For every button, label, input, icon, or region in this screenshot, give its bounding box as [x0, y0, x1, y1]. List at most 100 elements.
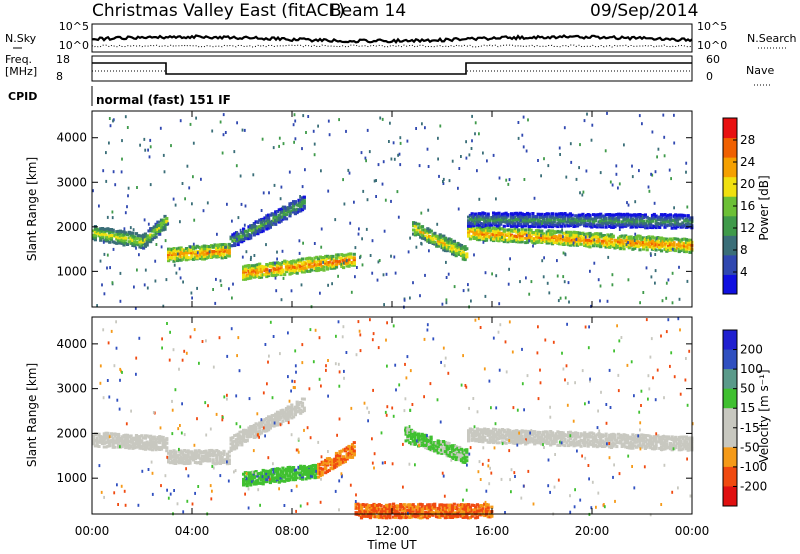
velocity-cell	[438, 448, 442, 451]
power-cell	[347, 258, 351, 262]
velocity-cell	[415, 514, 419, 518]
velocity-cell	[261, 480, 265, 484]
power-scatter-cell	[149, 138, 152, 142]
velocity-cell	[618, 433, 622, 437]
y-tick-label: 3000	[56, 175, 87, 189]
power-scatter-cell	[188, 186, 191, 190]
velocity-cell	[275, 417, 280, 421]
velocity-cell	[218, 462, 222, 465]
power-cell	[129, 241, 133, 245]
velocity-cell	[484, 438, 489, 442]
power-cell	[475, 226, 480, 229]
power-cell	[474, 228, 478, 232]
power-cell	[604, 236, 608, 239]
power-cell	[345, 261, 349, 265]
power-cell	[174, 253, 178, 256]
power-scatter-cell	[678, 297, 681, 301]
power-cell	[468, 226, 472, 230]
power-cell	[236, 243, 240, 247]
power-cell	[172, 249, 176, 253]
power-cell	[145, 243, 149, 247]
velocity-cell	[477, 428, 481, 432]
velocity-cell	[243, 471, 247, 475]
power-cell	[459, 244, 464, 247]
velocity-cell	[497, 437, 501, 441]
power-cell	[570, 217, 574, 221]
power-cell	[531, 238, 535, 242]
velocity-cell	[540, 436, 544, 440]
velocity-cell	[602, 440, 606, 444]
power-scatter-cell	[309, 269, 312, 273]
velocity-cell	[234, 441, 239, 445]
power-cell	[508, 218, 512, 222]
velocity-cell	[247, 428, 251, 432]
velocity-cell	[625, 434, 630, 438]
velocity-cell	[338, 450, 342, 454]
power-scatter-cell	[562, 235, 564, 239]
velocity-cell	[388, 513, 392, 517]
power-cell	[320, 267, 324, 271]
velocity-cell	[263, 469, 267, 473]
power-cell	[629, 243, 633, 247]
power-cell	[638, 241, 642, 245]
power-cell	[674, 237, 678, 241]
velocity-cell	[568, 437, 572, 440]
power-cell	[242, 227, 246, 231]
velocity-cell	[422, 442, 426, 446]
velocity-cell	[538, 435, 542, 439]
power-cell	[293, 260, 297, 264]
power-scatter-cell	[527, 118, 529, 122]
power-cell	[274, 212, 278, 216]
velocity-cell	[463, 511, 467, 515]
power-cell	[579, 242, 583, 246]
velocity-cell	[631, 442, 635, 446]
power-scatter-cell	[540, 174, 542, 178]
power-cell	[488, 219, 492, 222]
power-cell	[567, 230, 571, 234]
power-cell	[531, 214, 535, 218]
power-scatter-cell	[127, 194, 129, 198]
power-cell	[250, 266, 255, 270]
velocity-cell	[315, 464, 319, 468]
power-cell	[186, 256, 190, 260]
velocity-cell	[604, 434, 608, 438]
power-cell	[467, 215, 471, 219]
power-cell	[231, 233, 235, 237]
velocity-cell	[393, 508, 397, 512]
power-cell	[615, 223, 619, 227]
velocity-cell	[467, 509, 471, 512]
velocity-cell	[552, 440, 556, 444]
velocity-cell	[475, 432, 480, 436]
velocity-cell	[322, 467, 326, 471]
velocity-cell	[442, 440, 446, 443]
power-scatter-cell	[175, 271, 178, 275]
power-cell	[134, 240, 139, 244]
power-cell	[258, 230, 262, 234]
power-cell	[484, 214, 489, 218]
power-cell	[213, 253, 217, 257]
power-cell	[579, 221, 583, 225]
power-cell	[245, 230, 249, 234]
velocity-cell	[397, 504, 401, 508]
velocity-cell	[108, 443, 112, 447]
power-cell	[261, 273, 265, 277]
velocity-cell	[474, 437, 478, 441]
velocity-cell	[586, 438, 590, 442]
power-cell	[509, 228, 514, 232]
velocity-cell	[574, 443, 578, 447]
power-scatter-cell	[231, 296, 233, 300]
velocity-cell	[452, 511, 456, 515]
power-scatter-cell	[573, 221, 576, 225]
velocity-cell	[213, 462, 217, 466]
velocity-cell	[604, 444, 608, 448]
power-cell	[452, 253, 456, 257]
power-cell	[222, 243, 226, 246]
power-scatter-cell	[547, 164, 550, 168]
velocity-cell	[372, 502, 376, 506]
power-cell	[252, 223, 256, 227]
power-cell	[451, 240, 455, 244]
velocity-cell	[167, 455, 171, 459]
velocity-cell	[579, 432, 583, 436]
power-cell	[149, 233, 153, 237]
power-cell	[477, 235, 481, 239]
